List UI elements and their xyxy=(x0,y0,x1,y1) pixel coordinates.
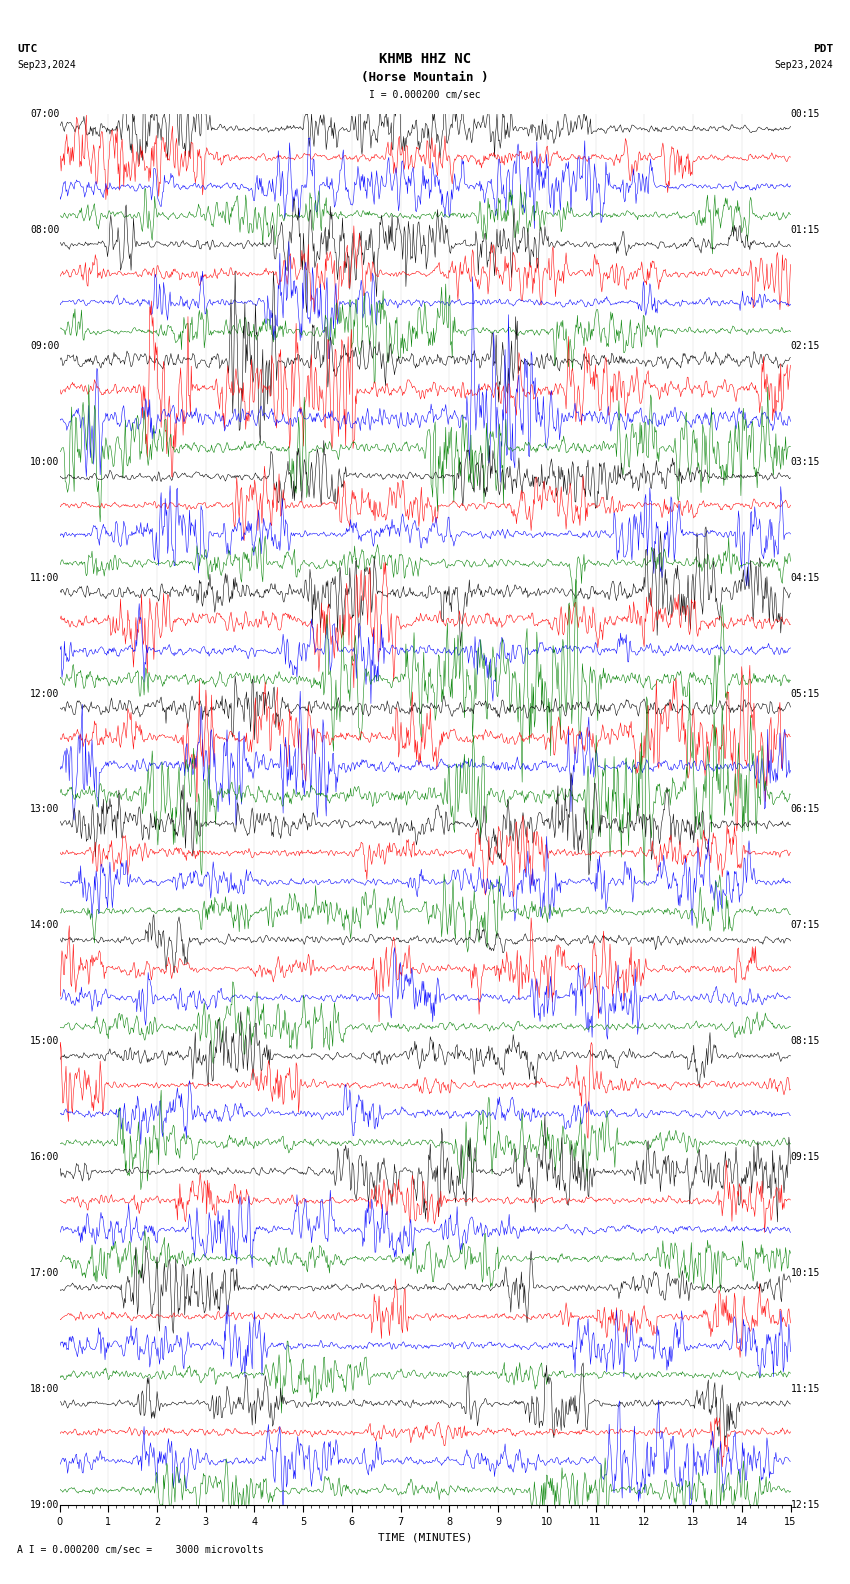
Text: 09:15: 09:15 xyxy=(790,1152,820,1163)
Text: 03:15: 03:15 xyxy=(790,456,820,467)
Text: 16:00: 16:00 xyxy=(30,1152,60,1163)
Text: 07:00: 07:00 xyxy=(30,109,60,119)
Text: (Horse Mountain ): (Horse Mountain ) xyxy=(361,71,489,84)
Text: 00:15: 00:15 xyxy=(790,109,820,119)
Text: 15:00: 15:00 xyxy=(30,1036,60,1045)
Text: 09:00: 09:00 xyxy=(30,341,60,350)
Text: 18:00: 18:00 xyxy=(30,1384,60,1394)
Text: I = 0.000200 cm/sec: I = 0.000200 cm/sec xyxy=(369,90,481,100)
Text: 08:00: 08:00 xyxy=(30,225,60,234)
Text: 01:15: 01:15 xyxy=(790,225,820,234)
Text: 06:15: 06:15 xyxy=(790,805,820,814)
Text: 02:15: 02:15 xyxy=(790,341,820,350)
Text: 13:00: 13:00 xyxy=(30,805,60,814)
Text: Sep23,2024: Sep23,2024 xyxy=(17,60,76,70)
Text: Sep23,2024: Sep23,2024 xyxy=(774,60,833,70)
Text: 04:15: 04:15 xyxy=(790,573,820,583)
Text: 19:00: 19:00 xyxy=(30,1500,60,1510)
Text: UTC: UTC xyxy=(17,44,37,54)
Text: 12:00: 12:00 xyxy=(30,689,60,699)
Text: 05:15: 05:15 xyxy=(790,689,820,699)
Text: PDT: PDT xyxy=(813,44,833,54)
X-axis label: TIME (MINUTES): TIME (MINUTES) xyxy=(377,1532,473,1543)
Text: 07:15: 07:15 xyxy=(790,920,820,930)
Text: A I = 0.000200 cm/sec =    3000 microvolts: A I = 0.000200 cm/sec = 3000 microvolts xyxy=(17,1546,264,1555)
Text: 11:00: 11:00 xyxy=(30,573,60,583)
Text: 14:00: 14:00 xyxy=(30,920,60,930)
Text: 08:15: 08:15 xyxy=(790,1036,820,1045)
Text: 17:00: 17:00 xyxy=(30,1269,60,1278)
Text: 10:15: 10:15 xyxy=(790,1269,820,1278)
Text: KHMB HHZ NC: KHMB HHZ NC xyxy=(379,52,471,67)
Text: 12:15: 12:15 xyxy=(790,1500,820,1510)
Text: 10:00: 10:00 xyxy=(30,456,60,467)
Text: 11:15: 11:15 xyxy=(790,1384,820,1394)
